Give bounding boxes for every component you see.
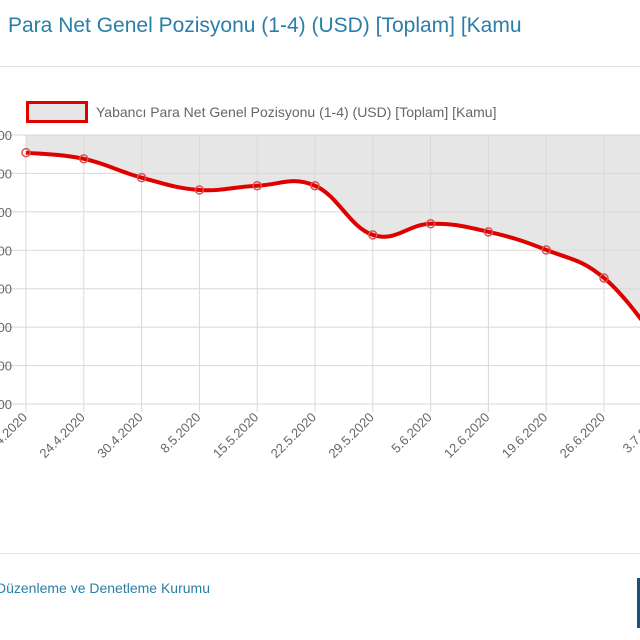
x-tick-label: 8.5.2020 [157, 410, 203, 456]
x-tick-label: 12.6.2020 [441, 410, 493, 462]
x-tick-label: 24.4.2020 [36, 410, 88, 462]
data-point [252, 180, 262, 191]
legend-swatch [26, 101, 88, 123]
x-tick-label: 19.6.2020 [499, 410, 551, 462]
y-tick-label: 00 [0, 128, 12, 143]
y-tick-label: 00 [0, 205, 12, 220]
x-tick-label: 5.6.2020 [388, 410, 434, 456]
page-title: Para Net Genel Pozisyonu (1-4) (USD) [To… [8, 14, 522, 37]
x-tick-label: 3.7.2020 [620, 410, 640, 456]
button-edge[interactable] [637, 578, 640, 628]
y-tick-label: 00 [0, 397, 12, 412]
data-point [136, 172, 147, 183]
legend-label: Yabancı Para Net Genel Pozisyonu (1-4) (… [96, 104, 497, 120]
divider [0, 66, 640, 67]
x-tick-label: 26.6.2020 [557, 410, 609, 462]
data-point [79, 154, 89, 164]
series-line [25, 150, 640, 322]
data-point [425, 219, 436, 229]
data-point [541, 245, 551, 255]
y-tick-label: 00 [0, 359, 12, 374]
data-point [368, 230, 378, 240]
source-link[interactable]: Düzenleme ve Denetleme Kurumu [0, 580, 210, 596]
y-tick-label: 00 [0, 282, 12, 297]
x-tick-label: 22.5.2020 [268, 410, 320, 462]
divider [0, 553, 640, 554]
y-tick-label: 00 [0, 243, 12, 258]
data-point [599, 273, 609, 283]
x-tick-label: 30.4.2020 [94, 410, 146, 462]
chart-legend[interactable]: Yabancı Para Net Genel Pozisyonu (1-4) (… [26, 101, 496, 123]
y-tick-label: 00 [0, 166, 12, 181]
area-fill [26, 135, 640, 318]
y-tick-label: 00 [0, 320, 12, 335]
x-tick-label: 17.4.2020 [0, 410, 30, 462]
data-point [194, 185, 205, 195]
data-point [21, 147, 31, 158]
x-tick-label: 15.5.2020 [210, 410, 262, 462]
data-point [310, 180, 320, 191]
x-tick-label: 29.5.2020 [325, 410, 377, 462]
data-point [483, 227, 494, 237]
